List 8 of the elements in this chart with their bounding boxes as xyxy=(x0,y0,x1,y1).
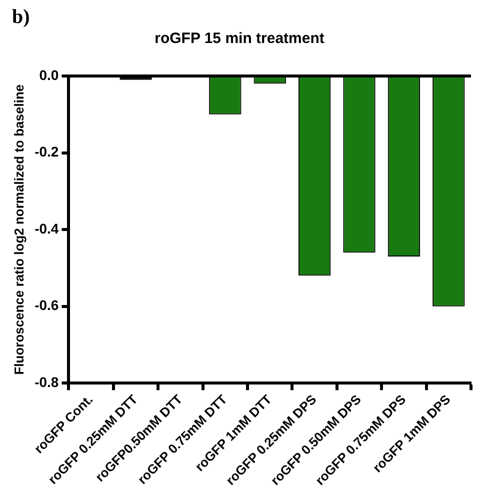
chart-title: roGFP 15 min treatment xyxy=(154,30,324,48)
y-tick-label: -0.4 xyxy=(34,220,59,236)
y-tick-label: -0.2 xyxy=(34,144,59,160)
y-tick-label: -0.6 xyxy=(34,297,59,314)
text: b) xyxy=(12,6,30,28)
y-axis-title: Fluoroscence ratio log2 normalized to baseline xyxy=(11,84,26,375)
y-tick-label: -0.8 xyxy=(34,374,59,390)
y-tick-label: 0.0 xyxy=(39,66,59,83)
